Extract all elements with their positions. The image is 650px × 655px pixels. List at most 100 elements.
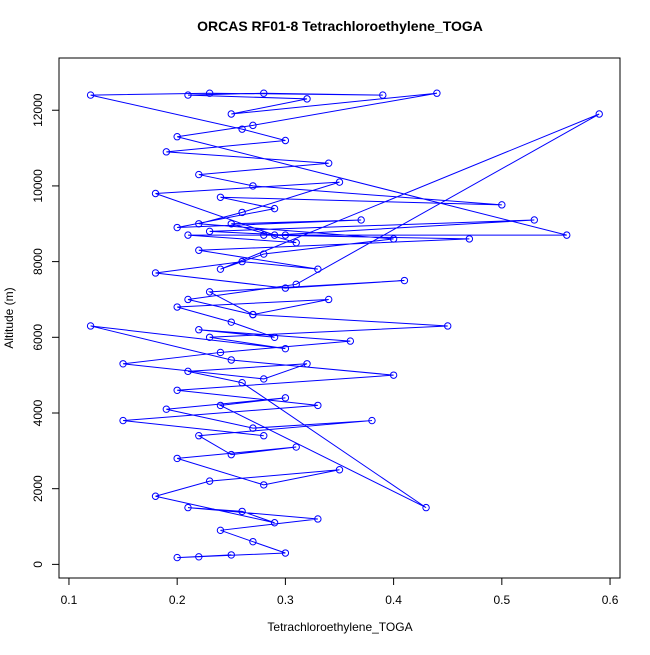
- data-point: [216, 265, 225, 273]
- data-point: [227, 551, 235, 559]
- x-tick-label: 0.1: [61, 593, 78, 607]
- data-point: [249, 424, 257, 432]
- x-tick-label: 0.5: [493, 593, 510, 607]
- data-point: [400, 276, 409, 285]
- data-point: [238, 507, 246, 516]
- data-point: [292, 443, 300, 451]
- data-point: [238, 125, 246, 133]
- data-point: [238, 257, 246, 266]
- data-point: [335, 178, 344, 186]
- y-tick-label: 12000: [31, 93, 45, 127]
- data-point: [162, 405, 171, 413]
- data-point: [314, 265, 322, 273]
- data-point: [346, 337, 355, 345]
- y-tick-label: 2000: [31, 475, 45, 502]
- data-point: [314, 515, 322, 523]
- data-point: [270, 333, 279, 342]
- data-point: [249, 537, 257, 546]
- data-point: [216, 348, 225, 357]
- data-point: [368, 416, 376, 425]
- data-point: [119, 416, 127, 425]
- data-point: [292, 280, 300, 289]
- y-tick-label: 4000: [31, 399, 45, 426]
- data-point: [303, 360, 311, 368]
- data-point: [249, 182, 257, 190]
- data-point: [260, 432, 268, 440]
- data-point: [465, 235, 474, 243]
- data-point: [151, 269, 160, 277]
- data-point: [498, 201, 506, 209]
- data-point: [270, 231, 279, 239]
- data-point: [281, 549, 290, 557]
- data-point: [205, 89, 214, 97]
- data-point: [281, 284, 290, 292]
- data-point: [86, 91, 95, 99]
- data-point: [324, 295, 333, 304]
- data-point: [563, 231, 571, 239]
- data-point: [184, 295, 192, 304]
- y-axis-label: Altitude (m): [2, 287, 16, 348]
- x-tick-label: 0.6: [602, 593, 619, 607]
- data-point: [357, 216, 365, 224]
- data-point: [335, 466, 344, 474]
- data-point: [195, 432, 203, 440]
- x-axis-label: Tetrachloroethylene_TOGA: [267, 620, 412, 634]
- data-point: [173, 553, 181, 562]
- data-point: [173, 303, 181, 311]
- data-line: [90, 92, 600, 559]
- y-tick-label: 0: [31, 561, 45, 568]
- data-point: [173, 386, 181, 394]
- data-point: [324, 159, 333, 167]
- data-point: [270, 204, 279, 213]
- data-point: [151, 189, 160, 198]
- data-point: [216, 401, 225, 410]
- data-point: [260, 375, 268, 383]
- data-point: [433, 89, 441, 97]
- data-point: [205, 477, 214, 485]
- data-point: [227, 220, 235, 228]
- data-point: [422, 503, 430, 512]
- data-point: [314, 401, 322, 410]
- data-point: [184, 91, 192, 99]
- y-tick-label: 8000: [31, 248, 45, 275]
- data-point: [227, 110, 235, 118]
- data-point: [119, 360, 127, 368]
- data-point: [530, 216, 538, 224]
- data-point: [292, 238, 300, 247]
- data-point: [281, 136, 290, 145]
- x-tick-label: 0.2: [169, 593, 186, 607]
- x-tick-label: 0.4: [385, 593, 402, 607]
- data-point: [389, 235, 398, 243]
- data-point: [184, 503, 192, 512]
- x-tick-label: 0.3: [277, 593, 294, 607]
- data-point: [205, 227, 214, 236]
- data-point: [162, 148, 171, 156]
- data-point: [195, 170, 203, 179]
- data-point: [151, 492, 160, 500]
- data-point: [205, 333, 214, 342]
- data-point: [195, 553, 203, 561]
- data-point: [173, 133, 181, 141]
- data-point: [260, 89, 268, 97]
- data-point: [281, 231, 290, 239]
- data-point: [389, 371, 398, 379]
- data-point: [379, 91, 387, 99]
- data-point: [195, 246, 203, 254]
- data-point: [195, 220, 203, 228]
- data-point: [281, 344, 290, 353]
- data-point: [270, 519, 279, 527]
- data-point: [227, 356, 235, 364]
- y-tick-label: 6000: [31, 324, 45, 351]
- data-point: [195, 326, 203, 334]
- data-point: [303, 95, 311, 103]
- chart-title: ORCAS RF01-8 Tetrachloroethylene_TOGA: [197, 18, 483, 34]
- data-point: [281, 394, 290, 402]
- y-tick-label: 10000: [31, 169, 45, 203]
- plot-frame: [58, 57, 621, 579]
- data-point: [216, 193, 225, 201]
- data-point: [238, 379, 246, 387]
- data-point: [595, 110, 603, 118]
- data-point: [184, 367, 192, 376]
